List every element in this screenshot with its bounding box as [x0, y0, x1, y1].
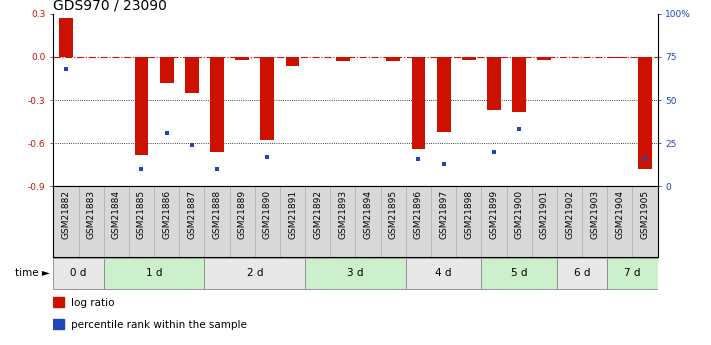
Text: GSM21896: GSM21896 — [414, 190, 423, 239]
Bar — [512, 57, 526, 111]
FancyBboxPatch shape — [481, 258, 557, 289]
Text: 4 d: 4 d — [435, 268, 452, 278]
Text: 1 d: 1 d — [146, 268, 162, 278]
Bar — [210, 57, 224, 152]
Text: GSM21892: GSM21892 — [314, 190, 322, 239]
Bar — [386, 57, 400, 61]
Text: GSM21902: GSM21902 — [565, 190, 574, 239]
Text: log ratio: log ratio — [71, 298, 115, 307]
Bar — [638, 57, 652, 169]
Text: 2 d: 2 d — [247, 268, 263, 278]
Text: GDS970 / 23090: GDS970 / 23090 — [53, 0, 167, 13]
Text: GSM21885: GSM21885 — [137, 190, 146, 239]
Text: GSM21891: GSM21891 — [288, 190, 297, 239]
FancyBboxPatch shape — [557, 258, 607, 289]
Bar — [235, 57, 249, 60]
Text: GSM21895: GSM21895 — [389, 190, 397, 239]
Text: GSM21897: GSM21897 — [439, 190, 448, 239]
Text: GSM21888: GSM21888 — [213, 190, 222, 239]
Text: GSM21890: GSM21890 — [263, 190, 272, 239]
Text: 6 d: 6 d — [574, 268, 590, 278]
Bar — [53, 297, 64, 307]
Text: GSM21904: GSM21904 — [616, 190, 624, 239]
FancyBboxPatch shape — [607, 258, 658, 289]
Text: GSM21882: GSM21882 — [61, 190, 70, 239]
Bar — [134, 57, 149, 155]
Bar — [538, 57, 551, 60]
FancyBboxPatch shape — [53, 258, 104, 289]
Text: 7 d: 7 d — [624, 268, 641, 278]
Text: GSM21887: GSM21887 — [187, 190, 196, 239]
Text: GSM21899: GSM21899 — [489, 190, 498, 239]
Bar — [336, 57, 350, 61]
Bar — [462, 57, 476, 60]
Bar — [59, 18, 73, 57]
Bar — [185, 57, 199, 93]
Text: GSM21884: GSM21884 — [112, 190, 121, 239]
Bar — [286, 57, 299, 66]
Text: GSM21889: GSM21889 — [237, 190, 247, 239]
Text: GSM21893: GSM21893 — [338, 190, 348, 239]
Text: GSM21883: GSM21883 — [87, 190, 95, 239]
Bar — [53, 319, 64, 329]
FancyBboxPatch shape — [305, 258, 406, 289]
Text: percentile rank within the sample: percentile rank within the sample — [71, 321, 247, 330]
Bar — [160, 57, 173, 83]
Bar — [260, 57, 274, 140]
Text: GSM21900: GSM21900 — [515, 190, 524, 239]
Bar — [412, 57, 425, 149]
Bar — [437, 57, 451, 132]
FancyBboxPatch shape — [104, 258, 205, 289]
Text: 3 d: 3 d — [347, 268, 364, 278]
Text: 5 d: 5 d — [511, 268, 528, 278]
Bar — [613, 57, 627, 58]
Text: time ►: time ► — [15, 268, 50, 278]
Bar — [487, 57, 501, 110]
Text: GSM21905: GSM21905 — [641, 190, 650, 239]
Text: 0 d: 0 d — [70, 268, 87, 278]
Text: GSM21898: GSM21898 — [464, 190, 474, 239]
FancyBboxPatch shape — [406, 258, 481, 289]
Text: GSM21886: GSM21886 — [162, 190, 171, 239]
FancyBboxPatch shape — [205, 258, 305, 289]
Text: GSM21901: GSM21901 — [540, 190, 549, 239]
Text: GSM21903: GSM21903 — [590, 190, 599, 239]
Text: GSM21894: GSM21894 — [363, 190, 373, 239]
